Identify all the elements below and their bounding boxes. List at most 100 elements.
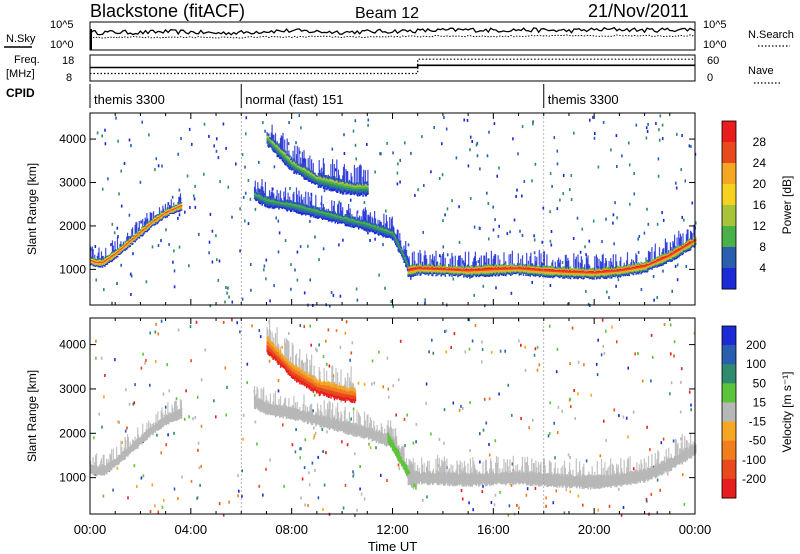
power-band-pixel xyxy=(404,258,406,260)
power-band-pixel xyxy=(300,207,302,210)
power-band-pixel xyxy=(276,144,278,147)
power-band-pixel xyxy=(344,190,347,193)
power-noise-pixel xyxy=(101,187,104,191)
power-band-fringe xyxy=(273,135,275,140)
power-band-fringe xyxy=(303,197,305,205)
power-noise-pixel xyxy=(510,291,513,295)
power-band-pixel xyxy=(279,147,281,150)
power-band-pixel xyxy=(311,173,314,176)
power-band-pixel xyxy=(427,269,429,271)
power-band-fringe xyxy=(594,256,596,271)
power-band-pixel xyxy=(465,266,468,268)
power-band-pixel xyxy=(129,236,131,239)
power-band-pixel xyxy=(265,200,268,203)
power-noise-pixel xyxy=(151,245,154,249)
power-band-pixel xyxy=(268,201,270,204)
power-band-pixel xyxy=(312,176,315,178)
power-band-pixel xyxy=(345,223,347,227)
power-band-pixel xyxy=(328,188,331,191)
power-band-pixel xyxy=(408,267,410,269)
power-band-pixel xyxy=(157,218,159,221)
power-band-fringe xyxy=(288,150,290,155)
power-band-fringe xyxy=(164,203,166,209)
power-band-pixel xyxy=(332,184,335,187)
power-band-pixel xyxy=(381,227,384,230)
power-band-pixel xyxy=(152,222,154,224)
power-band-pixel xyxy=(403,253,405,256)
power-band-pixel xyxy=(321,178,324,181)
power-band-pixel xyxy=(297,206,299,210)
power-band-pixel xyxy=(351,188,353,190)
power-band-pixel xyxy=(448,273,450,275)
power-band-pixel xyxy=(143,229,146,231)
power-band-pixel xyxy=(142,232,144,235)
power-band-pixel xyxy=(448,268,450,270)
power-band-pixel xyxy=(146,227,148,229)
power-band-pixel xyxy=(270,146,273,148)
power-band-pixel xyxy=(116,249,119,252)
power-band-pixel xyxy=(116,249,118,251)
power-band-pixel xyxy=(442,271,444,273)
power-band-pixel xyxy=(449,270,452,272)
power-band-pixel xyxy=(409,267,411,269)
power-band-pixel xyxy=(143,230,146,233)
power-noise-pixel xyxy=(592,115,594,119)
power-band-pixel xyxy=(109,257,111,259)
power-noise-pixel xyxy=(556,162,559,166)
power-band-pixel xyxy=(299,171,301,173)
power-band-pixel xyxy=(418,270,420,272)
power-band-pixel xyxy=(165,211,168,213)
power-band-pixel xyxy=(453,265,455,267)
power-band-pixel xyxy=(310,214,312,217)
power-noise-pixel xyxy=(177,152,179,156)
power-band-pixel xyxy=(263,202,265,204)
power-band-pixel xyxy=(90,263,93,265)
power-band-pixel xyxy=(335,218,337,221)
power-band-pixel xyxy=(415,269,417,272)
power-band-pixel xyxy=(469,271,472,273)
power-band-pixel xyxy=(310,207,312,210)
power-band-pixel xyxy=(174,208,177,211)
power-band-pixel xyxy=(359,182,362,185)
power-noise-pixel xyxy=(254,207,257,211)
power-band-pixel xyxy=(379,231,382,234)
power-band-pixel xyxy=(322,174,325,177)
power-band-pixel xyxy=(427,272,429,274)
power-band-pixel xyxy=(349,188,352,191)
power-band-pixel xyxy=(120,249,122,252)
power-band-pixel xyxy=(366,185,368,188)
power-band-pixel xyxy=(343,185,346,188)
power-band-pixel xyxy=(265,198,268,200)
power-band-pixel xyxy=(411,269,413,271)
power-band-pixel xyxy=(281,202,284,204)
power-band-pixel xyxy=(162,213,164,215)
power-band-pixel xyxy=(347,217,349,220)
power-band-pixel xyxy=(320,181,322,184)
power-band-pixel xyxy=(315,213,317,217)
power-noise-pixel xyxy=(549,172,552,176)
power-band-pixel xyxy=(268,145,270,148)
power-band-pixel xyxy=(453,270,456,273)
power-band-pixel xyxy=(284,207,286,210)
power-noise-pixel xyxy=(612,221,614,225)
power-band-pixel xyxy=(323,212,326,214)
power-noise-pixel xyxy=(628,163,631,167)
power-band-pixel xyxy=(419,266,421,268)
power-band-fringe xyxy=(417,252,419,266)
power-band-pixel xyxy=(269,144,271,147)
power-band-pixel xyxy=(254,195,257,197)
power-noise-pixel xyxy=(541,240,544,244)
power-band-pixel xyxy=(103,264,105,267)
power-band-pixel xyxy=(112,251,115,254)
power-band-pixel xyxy=(308,209,310,212)
power-band-pixel xyxy=(426,266,428,268)
power-band-pixel xyxy=(356,189,358,192)
power-band-pixel xyxy=(353,186,356,189)
power-band-fringe xyxy=(536,256,538,266)
power-band-pixel xyxy=(267,135,269,138)
power-band-fringe xyxy=(348,204,350,216)
power-band-pixel xyxy=(291,205,294,208)
noise-left-tick-top: 10^5 xyxy=(50,19,74,31)
power-band-pixel xyxy=(160,216,163,218)
power-band-pixel xyxy=(123,243,126,245)
